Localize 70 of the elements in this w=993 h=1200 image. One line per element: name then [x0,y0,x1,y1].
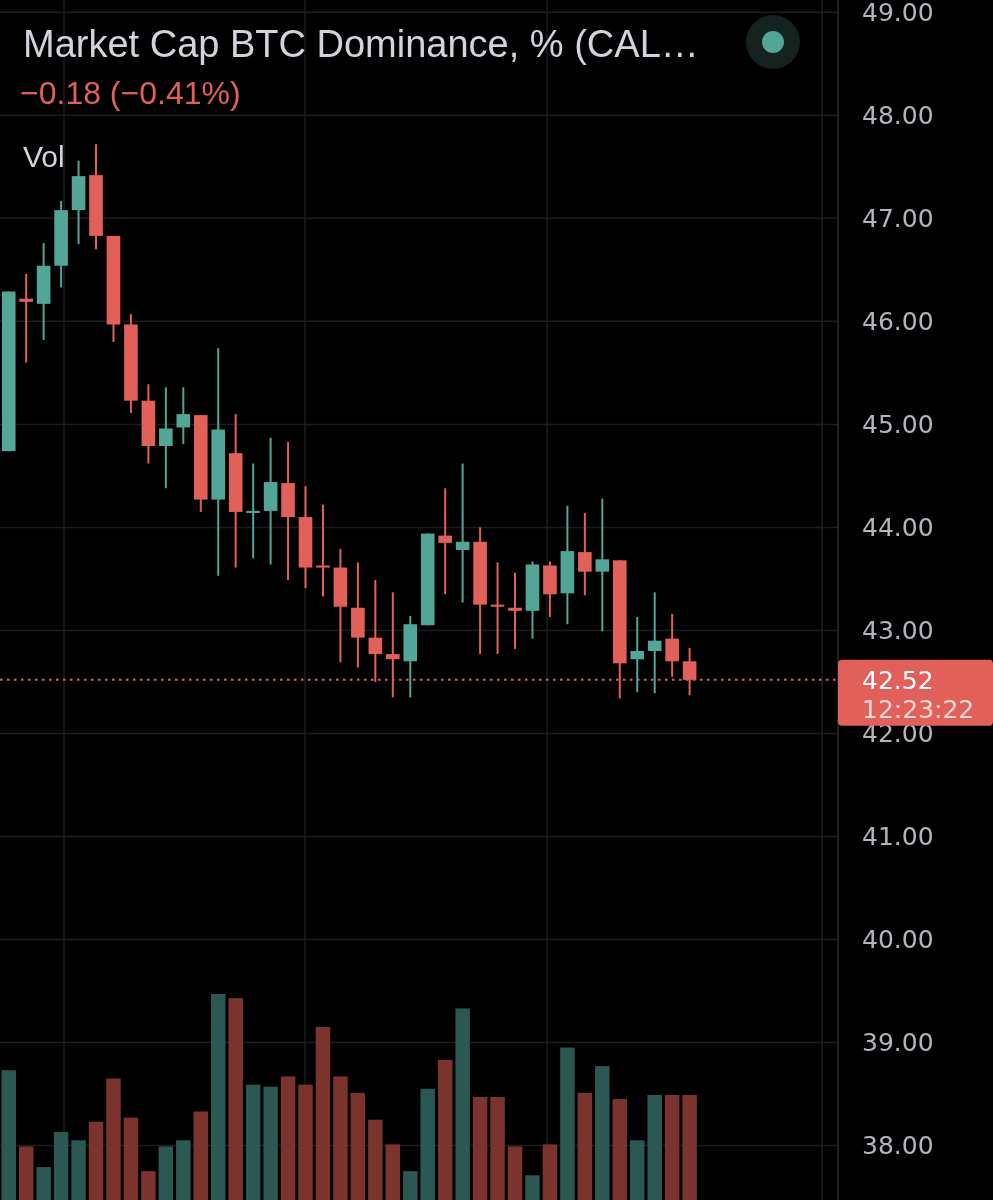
y-tick-label: 43.00 [862,616,934,646]
candlestick [316,503,330,598]
candlestick [595,497,610,633]
bar [36,1167,51,1200]
candlestick [455,462,470,604]
candlestick [19,272,33,364]
bar [350,1092,366,1200]
bar [629,1140,645,1200]
y-tick-label: 44.00 [862,513,934,543]
bar [298,1084,313,1200]
y-tick-label: 49.00 [862,0,934,28]
bar [595,1066,610,1200]
bar [1,1070,16,1200]
y-tick-label: 39.00 [862,1028,934,1058]
bar [472,1097,488,1200]
candlestick [647,591,662,695]
bar [455,1008,470,1200]
bar [542,1144,558,1200]
candlestick [630,616,645,694]
bar [368,1119,383,1200]
bar [385,1144,401,1200]
bar [507,1146,523,1200]
bar [682,1094,697,1200]
bar [315,1026,331,1200]
candlestick [438,487,452,596]
bar [560,1047,575,1200]
bar [612,1099,628,1200]
text: −0.18 (−0.41%) [20,75,241,111]
bar [176,1140,191,1200]
bar [525,1175,540,1200]
bar [245,1084,261,1200]
y-tick-label: 46.00 [862,307,934,337]
ref-line-label: 42.52 [862,665,934,695]
bar [577,1092,593,1200]
chart-title: Vol [23,140,65,173]
bar [210,994,226,1200]
bar [88,1121,104,1200]
candlestick [490,561,505,656]
y-tick-label: 45.00 [862,410,934,440]
candlestick [176,386,191,445]
bar [664,1094,680,1200]
candlestick [508,571,522,650]
text: Market Cap BTC Dominance, % (CAL… [23,23,699,65]
candlestick [665,612,679,678]
bar [158,1146,174,1200]
bar [193,1111,209,1200]
bar [647,1094,662,1200]
y-tick-label: 40.00 [862,925,934,955]
bar [280,1076,296,1200]
bar [490,1097,505,1200]
y-tick-label: 48.00 [862,101,934,131]
bar [106,1078,121,1200]
text: 12:23:22 [862,694,975,724]
y-tick-label: 38.00 [862,1131,934,1161]
bar [333,1076,348,1200]
bar [403,1171,418,1200]
bar [53,1132,69,1200]
bar [123,1117,139,1200]
bar [263,1086,278,1200]
bar [18,1146,34,1200]
bar [420,1088,435,1200]
bar [437,1059,453,1200]
y-tick-label: 47.00 [862,204,934,234]
candlestick [246,462,260,560]
bar [71,1140,86,1200]
bar [228,998,243,1200]
bar [141,1171,156,1200]
candlestick [159,386,173,490]
candlestick [578,511,592,597]
y-tick-label: 41.00 [862,822,934,852]
